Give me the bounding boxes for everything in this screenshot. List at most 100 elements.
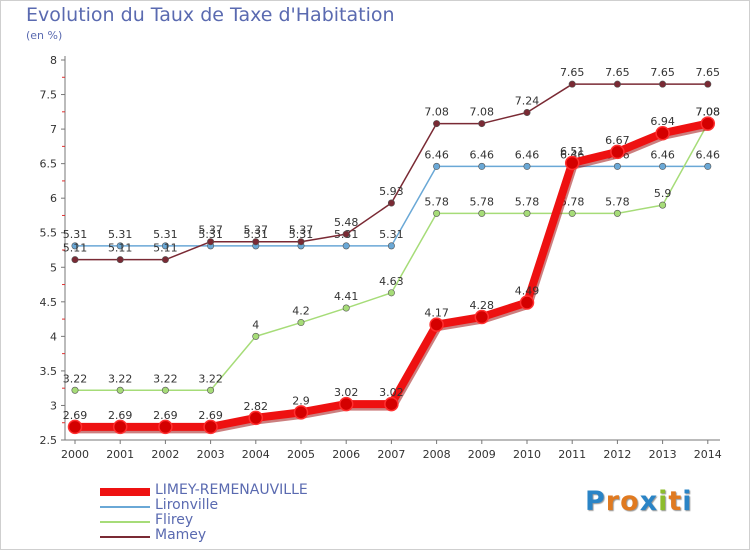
data-label: 7.65 (696, 66, 721, 79)
data-label: 7.65 (560, 66, 585, 79)
data-label: 6.46 (650, 148, 675, 161)
data-point (429, 317, 444, 332)
data-point (659, 80, 667, 88)
data-point (116, 242, 124, 250)
data-point (112, 419, 128, 435)
x-tick-label: 2006 (332, 448, 360, 461)
data-label: 2.69 (63, 409, 88, 422)
data-point (248, 410, 264, 426)
data-label: 5.37 (198, 224, 223, 237)
x-tick-label: 2013 (649, 448, 677, 461)
logo-letter: o (620, 486, 640, 517)
data-point (207, 238, 215, 246)
data-point (252, 332, 260, 340)
data-label: 4.63 (379, 275, 404, 288)
data-label: 5.78 (515, 195, 540, 208)
data-label: 5.48 (334, 216, 359, 229)
data-point (158, 419, 173, 435)
x-tick-label: 2002 (151, 448, 179, 461)
data-point (338, 396, 354, 412)
data-label: 5.31 (244, 228, 269, 241)
data-point (71, 256, 79, 264)
data-label: 6.46 (424, 148, 449, 161)
x-tick-label: 2012 (603, 448, 631, 461)
data-label: 5.31 (289, 228, 314, 241)
data-label: 2.9 (292, 394, 310, 407)
data-label: 3.22 (108, 372, 133, 385)
data-point (523, 109, 531, 117)
data-label: 6.51 (560, 145, 585, 158)
data-label: 3.02 (379, 386, 404, 399)
data-label: 5.78 (605, 195, 630, 208)
data-point (116, 256, 124, 264)
y-tick-label: 2.5 (40, 434, 58, 447)
data-point (207, 386, 215, 394)
x-tick-label: 2004 (242, 448, 270, 461)
data-label: 2.69 (198, 409, 223, 422)
data-point (700, 116, 716, 131)
data-point (387, 289, 395, 297)
data-label: 2.69 (108, 409, 133, 422)
y-tick-label: 4 (50, 330, 57, 343)
data-point (161, 386, 169, 394)
data-point (523, 209, 531, 217)
data-point (433, 120, 441, 128)
y-tick-label: 3 (50, 399, 57, 412)
data-label: 2.69 (153, 409, 178, 422)
data-label: 6.94 (650, 115, 675, 128)
data-label: 7.08 (696, 106, 721, 119)
x-tick-label: 2010 (513, 448, 541, 461)
data-point (116, 386, 124, 394)
data-point (655, 125, 670, 141)
data-label: 6.46 (696, 148, 721, 161)
y-tick-label: 4.5 (40, 296, 58, 309)
data-label: 3.22 (153, 372, 178, 385)
legend-swatch (100, 506, 150, 508)
y-tick-label: 7 (50, 123, 57, 136)
data-label: 5.9 (654, 187, 672, 200)
data-label: 5.11 (63, 242, 88, 255)
data-point (478, 162, 486, 170)
y-tick-label: 7.5 (40, 89, 58, 102)
data-point (71, 386, 79, 394)
data-point (519, 295, 535, 310)
legend-swatch (100, 536, 150, 538)
data-label: 4.2 (292, 305, 310, 318)
data-label: 7.08 (424, 106, 449, 119)
data-label: 4.49 (515, 285, 540, 298)
data-label: 5.31 (153, 228, 178, 241)
data-label: 5.11 (108, 242, 133, 255)
data-label: 5.78 (424, 195, 449, 208)
data-label: 4 (252, 318, 259, 331)
data-point (474, 309, 490, 325)
chart-subtitle: (en %) (26, 29, 63, 42)
data-label: 7.08 (696, 106, 721, 119)
data-point (433, 162, 441, 170)
data-label: 7.65 (650, 66, 675, 79)
data-point (478, 120, 486, 128)
series-limey-remenauville: 2.69 2.69 2.69 2.69 2.82 2.9 3.02 3.02 4.17 4.28 4… (63, 106, 721, 435)
data-label: 3.22 (63, 372, 88, 385)
data-point (523, 162, 531, 170)
data-point (71, 242, 79, 250)
data-label: 5.93 (379, 185, 404, 198)
data-label: 4.28 (470, 299, 495, 312)
x-tick-label: 2014 (694, 448, 722, 461)
data-point (252, 238, 260, 246)
logo-letter: i (658, 486, 669, 517)
y-tick-label: 5.5 (40, 227, 58, 240)
logo-letter: t (668, 486, 683, 517)
series-line (75, 123, 709, 392)
data-label: 7.24 (515, 95, 540, 108)
data-label: 6.46 (515, 148, 540, 161)
data-label: 5.11 (153, 242, 178, 255)
data-point (704, 162, 712, 170)
data-point (610, 144, 625, 160)
data-point (387, 242, 395, 250)
x-tick-label: 2007 (377, 448, 405, 461)
data-point (659, 162, 667, 170)
line-chart: 2.5 3 3.5 4 4.5 5 5.5 6 6.5 7 7.5 8 2000 2001 2002 2003… (40, 54, 722, 461)
data-point (613, 162, 621, 170)
data-label: 6.46 (470, 148, 495, 161)
